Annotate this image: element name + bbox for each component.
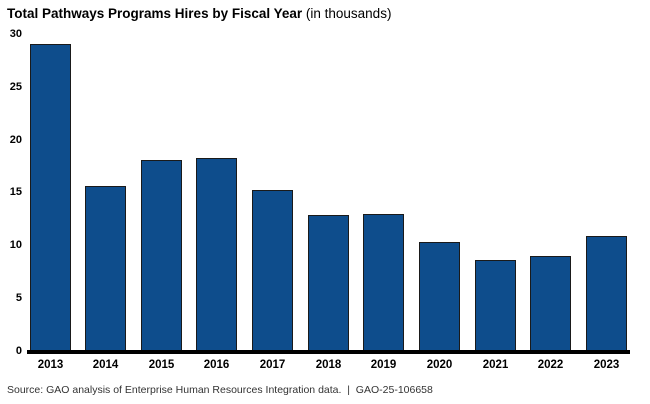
bar-2017: [252, 190, 293, 351]
chart-title-units: (in thousands): [302, 6, 392, 21]
x-axis-tick-label-2015: 2015: [148, 359, 175, 371]
y-axis-tick-label-15: 15: [9, 186, 22, 199]
bar-2016: [196, 158, 237, 351]
bar-2018: [308, 215, 349, 351]
bar-2013: [30, 44, 71, 351]
x-axis-baseline: [27, 350, 630, 354]
y-axis-tick-label-0: 0: [15, 344, 22, 357]
bar-2021: [475, 260, 516, 351]
bar-2023: [586, 236, 627, 351]
x-axis-tick-label-2020: 2020: [426, 359, 453, 371]
x-axis-tick-label-2021: 2021: [482, 359, 509, 371]
bar-2019: [363, 214, 404, 351]
x-axis-tick-label-2023: 2023: [593, 359, 620, 371]
chart-title: Total Pathways Programs Hires by Fiscal …: [7, 6, 391, 22]
y-axis-tick-label-10: 10: [9, 239, 22, 251]
x-axis-tick-label-2019: 2019: [370, 359, 397, 371]
chart-title-main: Total Pathways Programs Hires by Fiscal …: [7, 6, 303, 21]
x-axis-tick-label-2014: 2014: [92, 359, 119, 371]
y-axis-tick-label-5: 5: [15, 291, 22, 304]
x-axis-tick-label-2017: 2017: [259, 359, 286, 371]
y-axis-tick-label-20: 20: [9, 133, 22, 146]
x-axis-tick-label-2016: 2016: [203, 359, 230, 371]
y-axis-tick-label-25: 25: [9, 80, 22, 93]
bar-2020: [419, 242, 460, 351]
bar-2015: [141, 160, 182, 351]
x-axis-tick-label-2018: 2018: [315, 359, 342, 371]
x-axis-tick-label-2013: 2013: [37, 359, 64, 371]
y-axis-tick-label-30: 30: [9, 28, 22, 40]
plot-area: 0 5 10 15 20 25 30 2013 2014 2015 2016 2017 2018 2019…: [9, 28, 630, 371]
bar-2022: [530, 256, 571, 351]
source-note: Source: GAO analysis of Enterprise Human…: [7, 384, 433, 396]
bar-2014: [85, 186, 126, 351]
x-axis-tick-label-2022: 2022: [537, 359, 564, 371]
